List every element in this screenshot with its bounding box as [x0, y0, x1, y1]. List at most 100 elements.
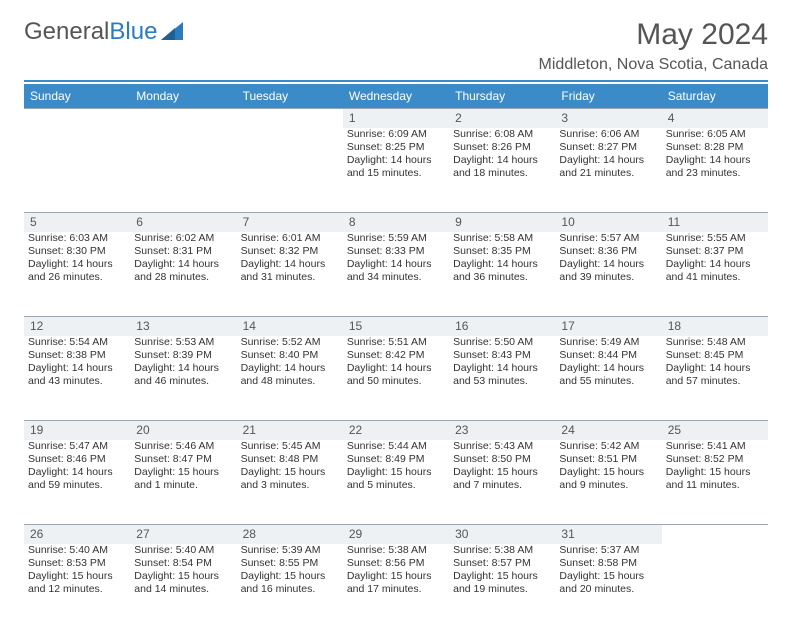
day-number-cell: 7: [237, 213, 343, 233]
day-number-cell: [24, 109, 130, 129]
day-sunset-text: Sunset: 8:37 PM: [666, 245, 764, 258]
day-number-cell: 5: [24, 213, 130, 233]
day-sunrise-text: Sunrise: 5:39 AM: [241, 544, 339, 557]
day-sunset-text: Sunset: 8:42 PM: [347, 349, 445, 362]
day-day1-text: Daylight: 14 hours: [559, 362, 657, 375]
weekday-tue: Tuesday: [237, 84, 343, 109]
day-number-cell: 27: [130, 525, 236, 545]
day-day1-text: Daylight: 15 hours: [28, 570, 126, 583]
day-sunrise-text: Sunrise: 5:55 AM: [666, 232, 764, 245]
day-day2-text: and 5 minutes.: [347, 479, 445, 492]
day-day2-text: and 14 minutes.: [134, 583, 232, 596]
day-day2-text: and 50 minutes.: [347, 375, 445, 388]
day-day1-text: Daylight: 15 hours: [134, 570, 232, 583]
page-header: GeneralBlue May 2024 Middleton, Nova Sco…: [24, 18, 768, 74]
day-day2-text: and 28 minutes.: [134, 271, 232, 284]
day-sunrise-text: Sunrise: 5:40 AM: [28, 544, 126, 557]
day-day1-text: Daylight: 14 hours: [241, 258, 339, 271]
day-data-cell: Sunrise: 5:40 AMSunset: 8:53 PMDaylight:…: [24, 544, 130, 628]
day-sunset-text: Sunset: 8:50 PM: [453, 453, 551, 466]
day-sunrise-text: Sunrise: 5:42 AM: [559, 440, 657, 453]
header-rule: [24, 80, 768, 82]
day-sunrise-text: Sunrise: 5:49 AM: [559, 336, 657, 349]
day-number-cell: 22: [343, 421, 449, 441]
day-day2-text: and 59 minutes.: [28, 479, 126, 492]
title-block: May 2024 Middleton, Nova Scotia, Canada: [539, 18, 768, 74]
brand-name-1: General: [24, 18, 109, 46]
day-sunset-text: Sunset: 8:44 PM: [559, 349, 657, 362]
day-day2-text: and 1 minute.: [134, 479, 232, 492]
weekday-wed: Wednesday: [343, 84, 449, 109]
day-number-cell: 11: [662, 213, 768, 233]
day-day2-text: and 36 minutes.: [453, 271, 551, 284]
day-sunset-text: Sunset: 8:47 PM: [134, 453, 232, 466]
day-day1-text: Daylight: 15 hours: [347, 570, 445, 583]
day-number-cell: 14: [237, 317, 343, 337]
day-sunrise-text: Sunrise: 6:01 AM: [241, 232, 339, 245]
day-data-cell: Sunrise: 5:39 AMSunset: 8:55 PMDaylight:…: [237, 544, 343, 628]
day-data-row: Sunrise: 5:47 AMSunset: 8:46 PMDaylight:…: [24, 440, 768, 525]
day-day2-text: and 41 minutes.: [666, 271, 764, 284]
day-day2-text: and 7 minutes.: [453, 479, 551, 492]
day-data-cell: Sunrise: 5:42 AMSunset: 8:51 PMDaylight:…: [555, 440, 661, 525]
day-sunset-text: Sunset: 8:39 PM: [134, 349, 232, 362]
day-day1-text: Daylight: 15 hours: [559, 466, 657, 479]
day-sunset-text: Sunset: 8:55 PM: [241, 557, 339, 570]
day-sunset-text: Sunset: 8:35 PM: [453, 245, 551, 258]
day-day1-text: Daylight: 14 hours: [28, 466, 126, 479]
brand-sail-icon: [161, 22, 187, 42]
day-number-cell: 29: [343, 525, 449, 545]
brand-name-2: Blue: [109, 18, 157, 46]
day-data-cell: Sunrise: 5:54 AMSunset: 8:38 PMDaylight:…: [24, 336, 130, 421]
day-day2-text: and 18 minutes.: [453, 167, 551, 180]
weekday-fri: Friday: [555, 84, 661, 109]
day-sunrise-text: Sunrise: 5:54 AM: [28, 336, 126, 349]
day-day2-text: and 21 minutes.: [559, 167, 657, 180]
day-day1-text: Daylight: 14 hours: [28, 362, 126, 375]
day-day2-text: and 57 minutes.: [666, 375, 764, 388]
day-day1-text: Daylight: 15 hours: [453, 466, 551, 479]
day-day2-text: and 3 minutes.: [241, 479, 339, 492]
day-number-row: 262728293031: [24, 525, 768, 545]
day-day1-text: Daylight: 15 hours: [559, 570, 657, 583]
day-number-cell: 28: [237, 525, 343, 545]
day-sunrise-text: Sunrise: 5:58 AM: [453, 232, 551, 245]
day-sunset-text: Sunset: 8:32 PM: [241, 245, 339, 258]
day-sunrise-text: Sunrise: 5:44 AM: [347, 440, 445, 453]
day-data-cell: Sunrise: 5:55 AMSunset: 8:37 PMDaylight:…: [662, 232, 768, 317]
day-data-cell: Sunrise: 6:06 AMSunset: 8:27 PMDaylight:…: [555, 128, 661, 213]
brand-logo: GeneralBlue: [24, 18, 187, 46]
day-day2-text: and 26 minutes.: [28, 271, 126, 284]
day-sunrise-text: Sunrise: 5:37 AM: [559, 544, 657, 557]
day-data-cell: Sunrise: 5:41 AMSunset: 8:52 PMDaylight:…: [662, 440, 768, 525]
day-number-cell: 20: [130, 421, 236, 441]
weekday-sun: Sunday: [24, 84, 130, 109]
day-sunset-text: Sunset: 8:27 PM: [559, 141, 657, 154]
day-number-row: 12131415161718: [24, 317, 768, 337]
day-sunrise-text: Sunrise: 5:53 AM: [134, 336, 232, 349]
day-day2-text: and 16 minutes.: [241, 583, 339, 596]
day-sunrise-text: Sunrise: 6:05 AM: [666, 128, 764, 141]
calendar-body: 1234Sunrise: 6:09 AMSunset: 8:25 PMDayli…: [24, 109, 768, 629]
day-sunrise-text: Sunrise: 5:41 AM: [666, 440, 764, 453]
day-data-cell: [24, 128, 130, 213]
day-data-cell: Sunrise: 5:51 AMSunset: 8:42 PMDaylight:…: [343, 336, 449, 421]
day-sunrise-text: Sunrise: 6:06 AM: [559, 128, 657, 141]
day-data-row: Sunrise: 5:40 AMSunset: 8:53 PMDaylight:…: [24, 544, 768, 628]
day-number-cell: 4: [662, 109, 768, 129]
day-sunset-text: Sunset: 8:49 PM: [347, 453, 445, 466]
day-sunset-text: Sunset: 8:48 PM: [241, 453, 339, 466]
day-day1-text: Daylight: 14 hours: [347, 154, 445, 167]
day-sunrise-text: Sunrise: 5:47 AM: [28, 440, 126, 453]
day-number-cell: 21: [237, 421, 343, 441]
day-data-cell: Sunrise: 5:44 AMSunset: 8:49 PMDaylight:…: [343, 440, 449, 525]
location-label: Middleton, Nova Scotia, Canada: [539, 56, 768, 74]
day-day2-text: and 34 minutes.: [347, 271, 445, 284]
day-sunrise-text: Sunrise: 5:38 AM: [347, 544, 445, 557]
calendar-page: GeneralBlue May 2024 Middleton, Nova Sco…: [0, 0, 792, 638]
day-data-cell: Sunrise: 6:03 AMSunset: 8:30 PMDaylight:…: [24, 232, 130, 317]
day-sunset-text: Sunset: 8:57 PM: [453, 557, 551, 570]
day-number-cell: 17: [555, 317, 661, 337]
weekday-thu: Thursday: [449, 84, 555, 109]
day-data-cell: Sunrise: 5:38 AMSunset: 8:56 PMDaylight:…: [343, 544, 449, 628]
